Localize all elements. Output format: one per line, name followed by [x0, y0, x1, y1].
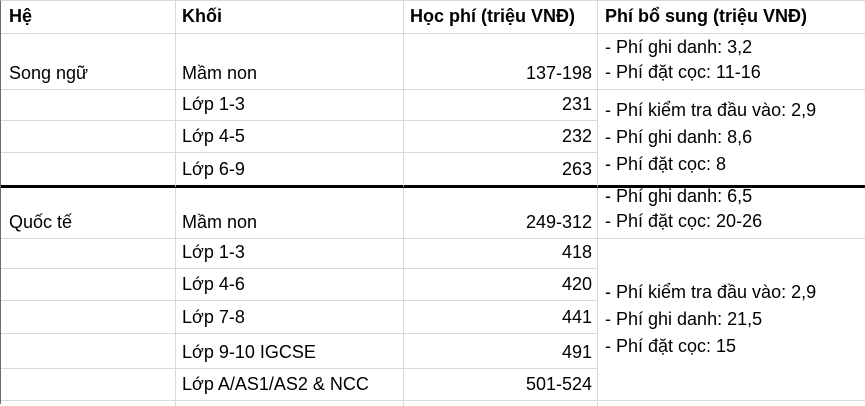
cell-he-empty [1, 239, 176, 269]
header-cell-hoc-phi: Học phí (triệu VNĐ) [404, 1, 598, 34]
fee-line: - Phí đặt cọc: 15 [605, 336, 737, 356]
cell-he-empty [1, 121, 176, 153]
cell-khoi: Lớp 4-5 [176, 121, 404, 153]
fee-line: - Phí đặt cọc: 8 [605, 154, 727, 174]
cell-hoc-phi: 420 [404, 269, 598, 301]
cell-khoi: Lớp 7-8 [176, 301, 404, 334]
header-cell-khoi: Khối [176, 1, 404, 34]
cell-phi-bo-sung-cac-lop: - Phí kiểm tra đầu vào: 2,9 - Phí ghi da… [598, 239, 865, 401]
cell-khoi: Lớp 9-10 IGCSE [176, 334, 404, 369]
cell-he-song-ngu: Song ngữ [1, 34, 176, 90]
fee-line: - Phí đặt cọc: 11-16 [605, 62, 761, 82]
cell-phi-bo-sung-cac-lop: - Phí kiểm tra đầu vào: 2,9 - Phí ghi da… [598, 90, 865, 188]
cell-khoi: Lớp 1-3 [176, 90, 404, 121]
cell-khoi: Mầm non [176, 34, 404, 90]
header-cell-phi-bo-sung: Phí bổ sung (triệu VNĐ) [598, 1, 865, 34]
cell-hoc-phi: 249-312 [404, 188, 598, 239]
fee-line: - Phí ghi danh: 21,5 [605, 309, 763, 329]
cell-hoc-phi: 501-524 [404, 369, 598, 401]
fee-line: - Phí ghi danh: 8,6 [605, 127, 753, 147]
cell-he-empty [1, 301, 176, 334]
cell-he-empty [1, 90, 176, 121]
cell-khoi: Lớp 4-6 [176, 269, 404, 301]
header-cell-he: Hệ [1, 1, 176, 34]
cell-he-empty [1, 334, 176, 369]
cell-khoi: Mầm non [176, 188, 404, 239]
cell-he-empty [1, 369, 176, 401]
cell-he-empty [1, 153, 176, 188]
cell-hoc-phi: 491 [404, 334, 598, 369]
fee-line: - Phí ghi danh: 3,2 [605, 37, 753, 57]
cell-he-quoc-te: Quốc tế [1, 188, 176, 239]
cell-hoc-phi: 137-198 [404, 34, 598, 90]
cell-khoi: Lớp A/AS1/AS2 & NCC [176, 369, 404, 401]
cell-hoc-phi: 231 [404, 90, 598, 121]
cell-hoc-phi: 263 [404, 153, 598, 188]
cell-hoc-phi: 441 [404, 301, 598, 334]
cell-hoc-phi: 232 [404, 121, 598, 153]
cell-hoc-phi: 418 [404, 239, 598, 269]
cell-he-empty [1, 269, 176, 301]
cell-phi-bo-sung-mam-non: - Phí ghi danh: 6,5 - Phí đặt cọc: 20-26 [598, 188, 865, 239]
fee-line: - Phí ghi danh: 6,5 [605, 188, 753, 206]
fee-line: - Phí kiểm tra đầu vào: 2,9 [605, 100, 817, 120]
fee-line: - Phí đặt cọc: 20-26 [605, 211, 763, 231]
cell-khoi: Lớp 6-9 [176, 153, 404, 188]
cell-phi-bo-sung-mam-non: - Phí ghi danh: 3,2 - Phí đặt cọc: 11-16 [598, 34, 865, 90]
cell-khoi: Lớp 1-3 [176, 239, 404, 269]
fee-line: - Phí kiểm tra đầu vào: 2,9 [605, 282, 817, 302]
